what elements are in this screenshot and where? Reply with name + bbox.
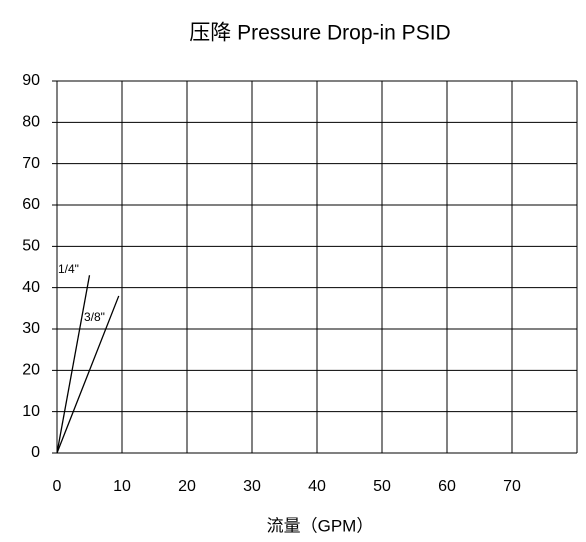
y-tick-label: 60 bbox=[22, 196, 40, 213]
y-tick-label: 30 bbox=[22, 320, 40, 337]
series-label: 1/4" bbox=[58, 262, 79, 276]
y-tick-label: 40 bbox=[22, 279, 40, 296]
x-tick-label: 50 bbox=[373, 478, 391, 495]
x-tick-label: 30 bbox=[243, 478, 261, 495]
x-tick-label: 10 bbox=[113, 478, 131, 495]
x-axis-label: 流量（GPM） bbox=[267, 516, 374, 535]
x-tick-label: 60 bbox=[438, 478, 456, 495]
y-tick-label: 20 bbox=[22, 362, 40, 379]
series-label: 3/8" bbox=[84, 310, 105, 324]
series-line bbox=[56, 295, 120, 454]
y-tick-label: 90 bbox=[22, 72, 40, 89]
x-tick-label: 70 bbox=[503, 478, 521, 495]
series-line bbox=[56, 275, 91, 454]
x-tick-label: 40 bbox=[308, 478, 326, 495]
y-tick-label: 80 bbox=[22, 114, 40, 131]
y-tick-label: 10 bbox=[22, 403, 40, 420]
y-tick-label: 50 bbox=[22, 238, 40, 255]
x-tick-label: 20 bbox=[178, 478, 196, 495]
x-tick-label: 0 bbox=[53, 478, 62, 495]
y-tick-label: 70 bbox=[22, 155, 40, 172]
chart-title: 压降 Pressure Drop-in PSID bbox=[189, 22, 450, 45]
y-tick-label: 0 bbox=[31, 444, 40, 461]
